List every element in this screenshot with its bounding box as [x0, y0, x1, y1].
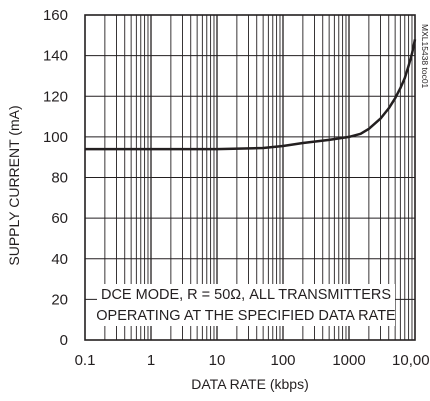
y-tick-label: 160 [43, 7, 68, 24]
x-tick-label: 100 [270, 352, 295, 369]
tick-labels: 0.1 1 10 100 1000 10,000 0 20 40 60 80 100 120 140 160 [43, 7, 430, 369]
y-tick-label: 40 [51, 251, 68, 268]
x-axis-label: DATA RATE (kbps) [191, 376, 308, 392]
y-tick-label: 0 [60, 332, 68, 349]
y-tick-label: 140 [43, 48, 68, 65]
y-tick-label: 80 [51, 170, 68, 187]
x-tick-label: 10 [209, 352, 226, 369]
x-tick-label: 10,000 [392, 352, 430, 369]
plot-frame [84, 14, 416, 341]
x-tick-label: 1 [147, 352, 155, 369]
y-tick-label: 20 [51, 291, 68, 308]
supply-current-line [85, 39, 417, 151]
y-tick-label: 100 [43, 129, 68, 146]
x-tick-label: 0.1 [75, 352, 96, 369]
annotation-line-1: DCE MODE, R = 50Ω, ALL TRANSMITTERS [101, 287, 391, 303]
x-tick-label: 1000 [332, 352, 365, 369]
annotation-box: DCE MODE, R = 50Ω, ALL TRANSMITTERS OPER… [96, 284, 396, 326]
figure-code: MXL15438 toc01 [420, 24, 430, 89]
y-tick-label: 120 [43, 88, 68, 105]
y-axis-label: SUPPLY CURRENT (mA) [6, 105, 22, 265]
y-tick-label: 60 [51, 210, 68, 227]
annotation-line-2: OPERATING AT THE SPECIFIED DATA RATE [96, 308, 396, 324]
